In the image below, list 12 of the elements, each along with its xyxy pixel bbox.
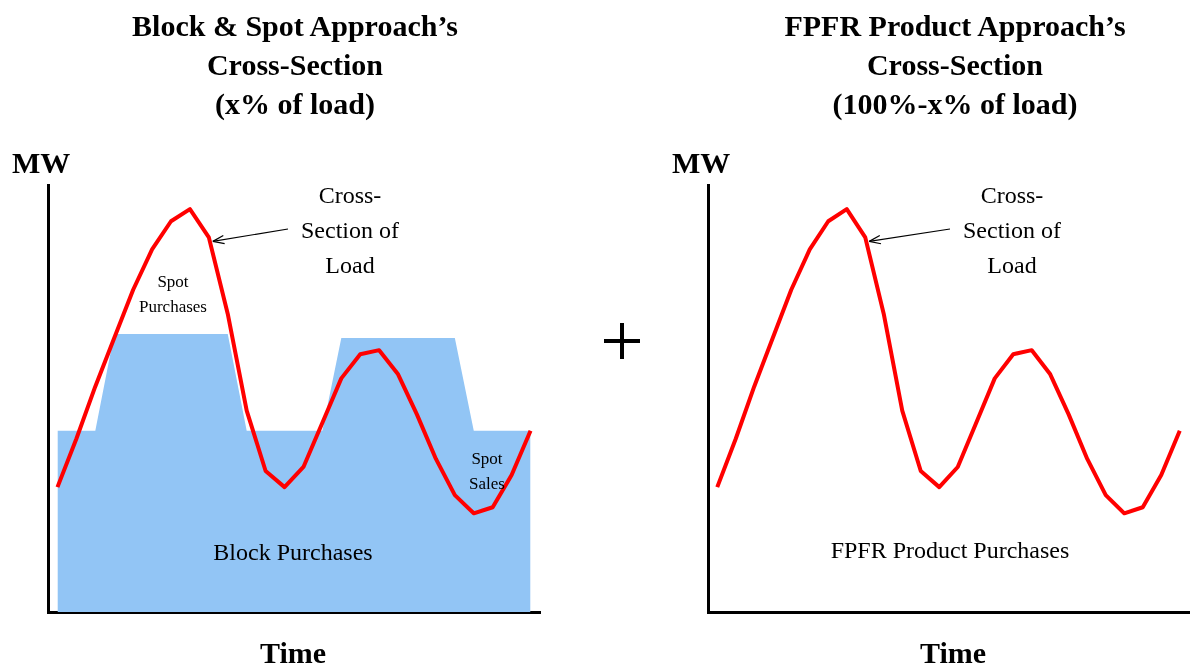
annotation: Cross-Section of Load — [300, 181, 400, 280]
x-axis-title: Time — [258, 636, 328, 670]
annotation: Block Purchases — [212, 538, 374, 567]
x-axis-title: Time — [918, 636, 988, 670]
annotation: Cross-Section of Load — [962, 181, 1062, 280]
y-axis-title: MW — [12, 146, 71, 180]
annotation: FPFR Product Purchases — [829, 536, 1071, 565]
annotation: Spot Purchases — [138, 271, 208, 318]
chart-title: Block & Spot Approach’s Cross-Section (x% of load) — [131, 8, 459, 122]
annotation: Spot Sales — [468, 448, 506, 495]
chart-title: FPFR Product Approach’s Cross-Section (100%-x% of load) — [783, 8, 1127, 122]
y-axis-title: MW — [672, 146, 731, 180]
